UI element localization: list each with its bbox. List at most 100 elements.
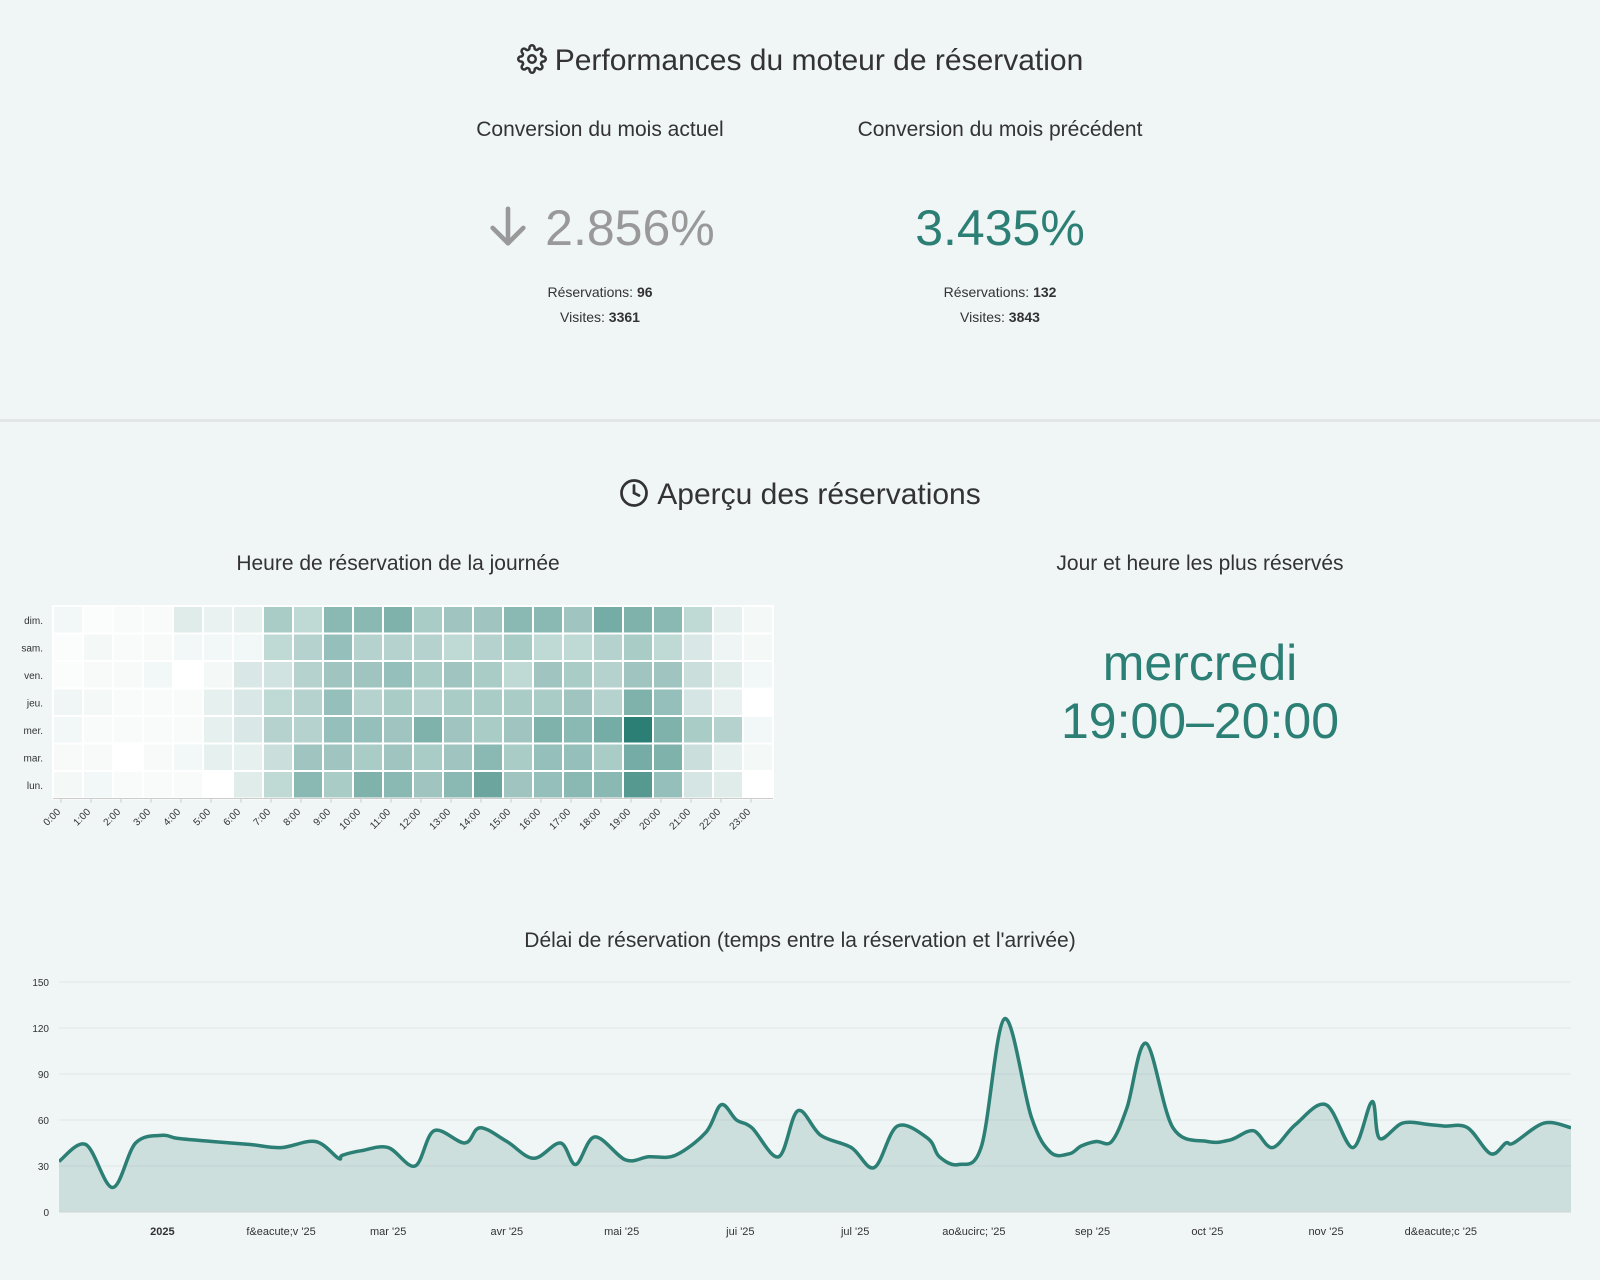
heatmap-cell [652,742,684,772]
performance-title-text: Performances du moteur de réservation [554,44,1084,77]
current-conversion-value: 2.856% [545,200,715,256]
heatmap-cell [172,605,204,635]
heatmap-cell [142,742,174,772]
heatmap-cell [562,687,594,717]
x-tick-label: d&eacute;c '25 [1405,1226,1477,1238]
heatmap-cell [382,632,414,662]
heatmap-cell [502,605,534,635]
heatmap-cell [532,632,564,662]
heatmap-cell [82,660,114,690]
heatmap-column-label: 6:00 [222,807,244,829]
heatmap-cell [712,770,744,800]
busiest-day: mercredi [1102,635,1298,691]
heatmap-cell [232,715,264,745]
heatmap-cell [622,715,654,745]
previous-reservations: Réservations: 132 [820,284,1180,300]
heatmap-column-label: 10:00 [338,807,364,833]
heatmap-column-label: 18:00 [578,807,604,833]
heatmap-cell [352,770,384,800]
heatmap-cell [172,742,204,772]
heatmap-cell [712,742,744,772]
current-visits-label: Visites: [560,309,605,325]
heatmap-cell [682,742,714,772]
heatmap-cell [412,660,444,690]
heatmap-cell [742,660,774,690]
heatmap-cell [322,715,354,745]
heatmap-cell [652,687,684,717]
heatmap-cell [442,687,474,717]
heatmap-cell [412,742,444,772]
heatmap-cell [562,770,594,800]
heatmap-cell [202,770,234,800]
heatmap-row-label: dim. [24,616,43,627]
heatmap-cell [232,742,264,772]
heatmap-cell [202,687,234,717]
heatmap-cell [502,742,534,772]
current-visits-value: 3361 [608,309,640,325]
heatmap-cell [112,715,144,745]
heatmap-cell [352,742,384,772]
current-reservations: Réservations: 96 [440,284,760,300]
heatmap-column-label: 15:00 [488,807,514,833]
current-conversion: 2.856% [440,199,760,257]
heatmap-cell [712,715,744,745]
heatmap-cell [172,715,204,745]
heatmap-cell [562,632,594,662]
heatmap-cell [742,770,774,800]
heatmap-cell [382,687,414,717]
heatmap-cell [472,605,504,635]
x-tick-label: 2025 [150,1226,174,1238]
gear-icon [516,44,547,74]
heatmap-cell [592,605,624,635]
heatmap-cell [352,660,384,690]
heatmap-row-label: sam. [21,643,43,654]
heatmap-cell [82,605,114,635]
heatmap-cell [562,660,594,690]
heatmap-cell [142,605,174,635]
heatmap-cell [52,605,84,635]
performance-title: Performances du moteur de réservation [0,44,1600,78]
heatmap-cell [682,660,714,690]
previous-conversion: 3.435% [915,200,1085,256]
heatmap-cell [532,605,564,635]
heatmap-cell [502,632,534,662]
heatmap-cell [532,715,564,745]
current-visits: Visites: 3361 [440,309,760,325]
heatmap-cell [52,660,84,690]
y-tick-label: 60 [38,1116,50,1127]
current-reservations-value: 96 [636,284,653,300]
heatmap-cell [682,770,714,800]
x-tick-label: sep '25 [1075,1226,1110,1238]
heatmap-column-label: 7:00 [252,807,274,829]
heatmap-cell [322,687,354,717]
heatmap-cell [742,687,774,717]
heatmap-cell [172,687,204,717]
heatmap-column-label: 23:00 [728,807,754,833]
heatmap-row-label: jeu. [26,698,43,709]
heatmap-cell [112,605,144,635]
current-reservations-label: Réservations: [547,284,634,300]
heatmap-column-label: 21:00 [668,807,694,833]
heatmap-cell [532,687,564,717]
heatmap-column-label: 13:00 [428,807,454,833]
heatmap-column-label: 4:00 [162,807,184,829]
heatmap-column-label: 2:00 [102,807,124,829]
heatmap-row-label: ven. [24,671,43,682]
heatmap-cell [352,715,384,745]
heatmap-cell [82,770,114,800]
heatmap-cell [382,742,414,772]
heatmap-cell [202,715,234,745]
heatmap-cell [622,632,654,662]
heatmap-cell [232,770,264,800]
heatmap-cell [652,632,684,662]
busiest-hour: 19:00–20:00 [1060,693,1340,749]
heatmap-cell [682,715,714,745]
heatmap-cell [142,770,174,800]
lead-time-chart: 0 30 60 90 120 150 2025 f&eacute;v '25 mar '25 av… [32,978,1571,1238]
heatmap-column-label: 19:00 [608,807,634,833]
heatmap-cell [412,770,444,800]
heatmap-cell [292,632,324,662]
heatmap-cell [442,770,474,800]
heatmap-cell [382,715,414,745]
heatmap-cell [592,687,624,717]
